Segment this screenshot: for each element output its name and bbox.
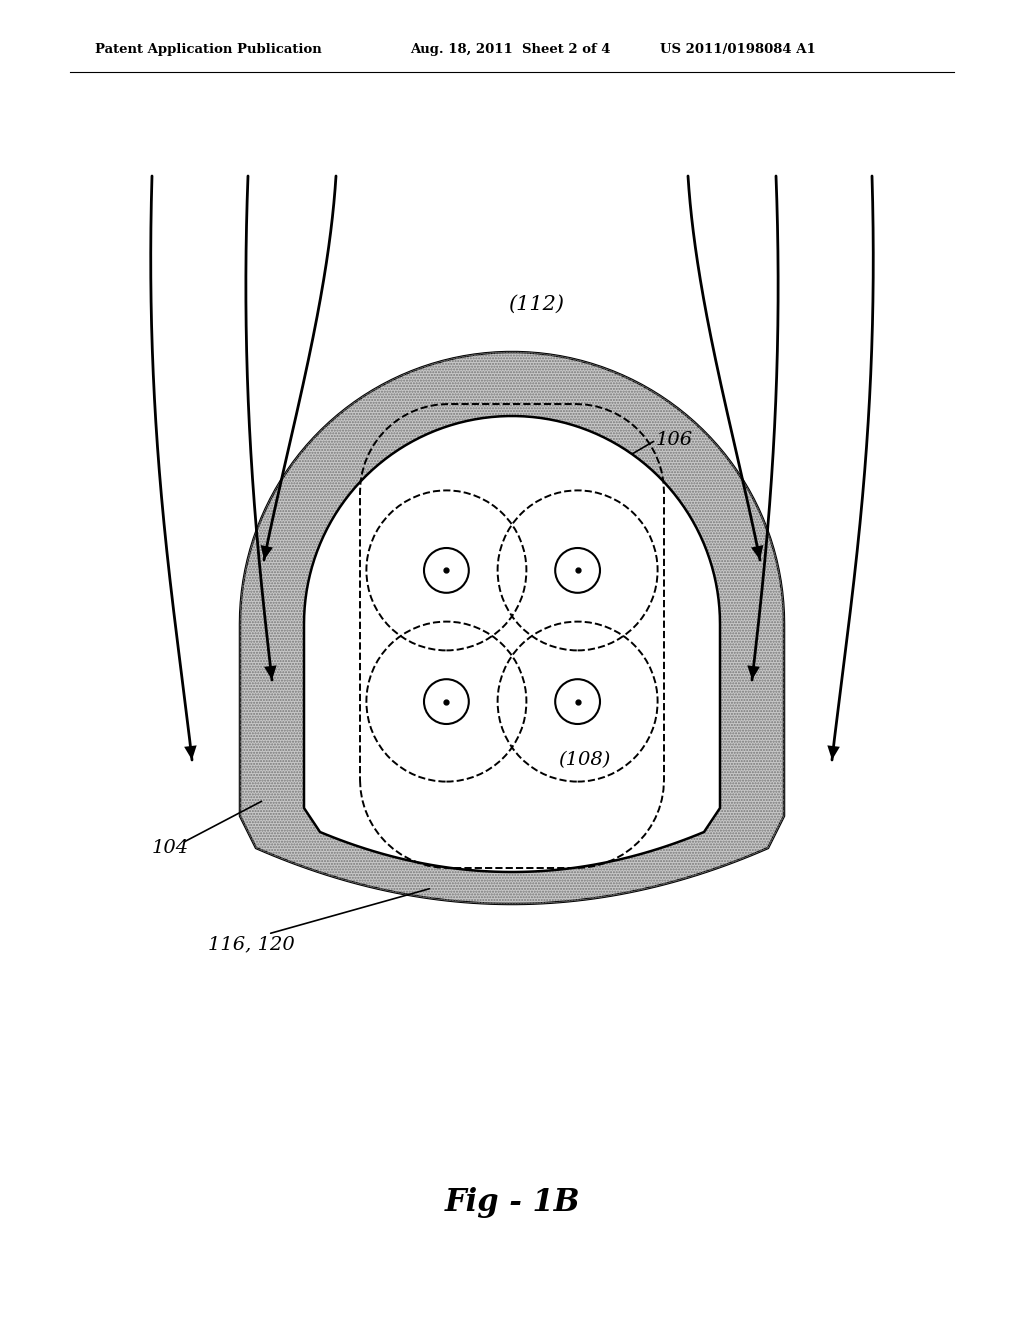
Text: Aug. 18, 2011  Sheet 2 of 4: Aug. 18, 2011 Sheet 2 of 4 [410,44,610,57]
Text: 104: 104 [152,840,189,857]
Polygon shape [184,746,197,760]
Text: Fig - 1B: Fig - 1B [444,1187,580,1217]
Polygon shape [240,352,784,904]
Text: Patent Application Publication: Patent Application Publication [95,44,322,57]
Text: (108): (108) [558,751,610,770]
Polygon shape [261,545,273,560]
Text: 106: 106 [656,432,693,449]
Polygon shape [264,665,276,680]
Text: US 2011/0198084 A1: US 2011/0198084 A1 [660,44,816,57]
Polygon shape [304,416,720,873]
Polygon shape [827,746,840,760]
Text: 116, 120: 116, 120 [208,935,295,953]
Polygon shape [748,665,760,680]
Polygon shape [751,545,763,560]
Text: (112): (112) [508,294,564,314]
